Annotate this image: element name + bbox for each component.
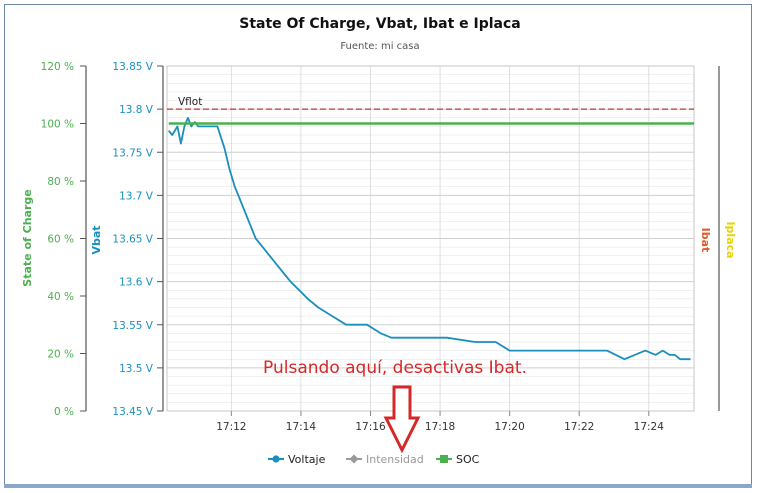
soc-tick-label: 40 % [47, 291, 74, 303]
vbat-tick-label: 13.65 V [112, 234, 153, 246]
ibat-axis-title: Ibat [699, 228, 712, 253]
chart-title: State Of Charge, Vbat, Ibat e Iplaca [239, 16, 520, 32]
legend: Voltaje Intensidad SOC [268, 453, 480, 466]
vbat-tick-label: 13.75 V [112, 147, 153, 159]
soc-axis: 0 % 20 % 40 % 60 % 80 % 100 % 120 % [41, 61, 86, 418]
vbat-tick-label: 13.7 V [119, 190, 154, 202]
vbat-tick-label: 13.85 V [112, 61, 153, 73]
legend-item-soc[interactable]: SOC [436, 453, 480, 466]
down-arrow-icon [383, 385, 421, 454]
plot-border [166, 65, 695, 412]
series-layer [168, 116, 694, 361]
x-axis: 17:12 17:14 17:16 17:18 17:20 17:22 17:24 [216, 411, 664, 433]
x-tick-label: 17:20 [495, 421, 525, 433]
x-tick-label: 17:22 [564, 421, 594, 433]
vbat-tick-label: 13.5 V [119, 363, 154, 375]
soc-axis-title: State of Charge [21, 189, 34, 286]
vbat-axis-title: Vbat [90, 225, 103, 254]
vflot-label: Vflot [178, 96, 202, 108]
legend-label: Intensidad [366, 453, 424, 466]
legend-label: Voltaje [288, 453, 326, 466]
vbat-tick-label: 13.6 V [119, 277, 154, 289]
soc-tick-label: 60 % [47, 234, 74, 246]
vbat-axis: 13.45 V 13.5 V 13.55 V 13.6 V 13.65 V 13.7 V 1… [112, 61, 163, 418]
vbat-tick-label: 13.45 V [112, 406, 153, 418]
vbat-tick-label: 13.8 V [119, 104, 154, 116]
soc-tick-label: 20 % [47, 349, 74, 361]
x-tick-label: 17:18 [425, 421, 455, 433]
vbat-tick-label: 13.55 V [112, 320, 153, 332]
legend-label: SOC [456, 453, 480, 466]
soc-tick-label: 0 % [54, 406, 74, 418]
iplaca-axis-title: Iplaca [724, 221, 737, 258]
x-tick-label: 17:12 [216, 421, 246, 433]
vflot-plot-line: Vflot [167, 96, 694, 110]
legend-item-voltaje[interactable]: Voltaje [268, 453, 326, 466]
x-tick-label: 17:16 [355, 421, 386, 433]
circle-marker-icon [272, 455, 280, 463]
x-tick-label: 17:14 [286, 421, 317, 433]
annotation-text: Pulsando aquí, desactivas Ibat. [263, 358, 527, 378]
soc-tick-label: 100 % [41, 119, 74, 131]
soc-tick-label: 80 % [47, 176, 74, 188]
chart-subtitle: Fuente: mi casa [340, 41, 419, 52]
diamond-marker-icon [349, 454, 359, 464]
chart-panel [4, 4, 752, 488]
panel-bottom-border [4, 484, 752, 488]
x-tick-label: 17:24 [634, 421, 665, 433]
legend-item-intensidad[interactable]: Intensidad [346, 453, 424, 466]
voltage-series-line [168, 116, 691, 361]
square-marker-icon [440, 455, 448, 463]
soc-tick-label: 120 % [41, 61, 74, 73]
